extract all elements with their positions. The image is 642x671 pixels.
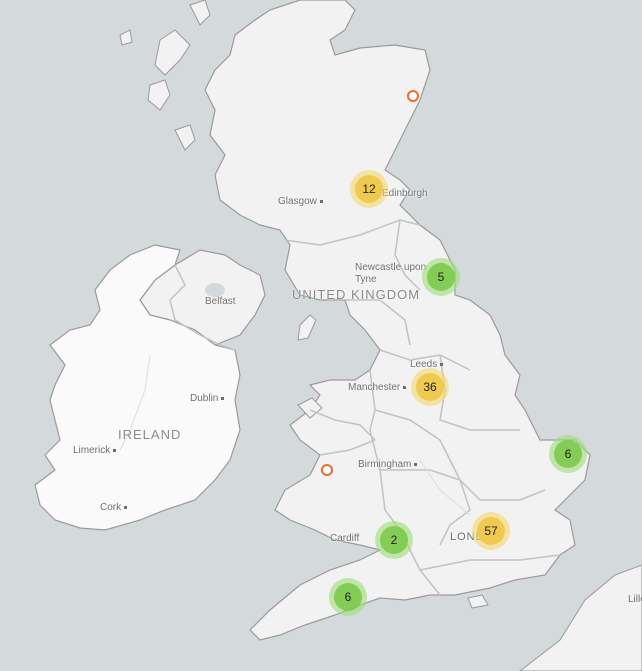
cluster-count: 12 xyxy=(355,175,383,203)
city-dot xyxy=(221,396,225,400)
cluster-marker-scotland[interactable]: 12 xyxy=(350,170,388,208)
point-marker-aberystwyth[interactable] xyxy=(321,464,333,476)
continent-landmass xyxy=(519,564,642,671)
country-label-ireland: IRELAND xyxy=(118,427,182,442)
great-britain-landmass xyxy=(204,0,591,641)
city-label-dublin-text: Dublin xyxy=(190,393,219,404)
city-label-manchester-text: Manchester xyxy=(348,382,401,393)
city-dot xyxy=(440,362,444,366)
city-label-leeds-text: Leeds xyxy=(410,359,438,370)
city-label-lille: Lille xyxy=(628,594,642,605)
cluster-marker-london[interactable]: 57 xyxy=(472,512,510,550)
cluster-marker-north-east[interactable]: 5 xyxy=(422,258,460,296)
scottish-islands xyxy=(119,0,211,151)
cluster-count: 6 xyxy=(334,583,362,611)
cluster-marker-east-anglia[interactable]: 6 xyxy=(549,435,587,473)
city-label-cork-text: Cork xyxy=(100,502,122,513)
city-dot xyxy=(319,199,323,203)
city-label-cork: Cork xyxy=(100,502,130,514)
city-dot xyxy=(414,462,418,466)
cluster-marker-yorkshire[interactable]: 36 xyxy=(411,368,449,406)
city-label-manchester: Manchester xyxy=(348,382,409,394)
city-label-cardiff: Cardiff xyxy=(330,533,360,544)
city-label-glasgow-text: Glasgow xyxy=(278,196,317,207)
city-dot xyxy=(124,505,128,509)
cluster-marker-wales-south[interactable]: 2 xyxy=(375,521,413,559)
city-label-glasgow: Glasgow xyxy=(278,196,326,208)
city-label-dublin: Dublin xyxy=(190,393,227,405)
city-label-leeds: Leeds xyxy=(410,359,446,371)
point-marker-aberdeen[interactable] xyxy=(407,90,419,102)
country-label-uk: UNITED KINGDOM xyxy=(292,287,421,302)
isle-of-man xyxy=(297,314,317,341)
city-label-limerick-text: Limerick xyxy=(73,445,111,456)
cluster-count: 6 xyxy=(554,440,582,468)
city-label-newcastle: Newcastle upon Tyne xyxy=(355,262,427,285)
cluster-count: 5 xyxy=(427,263,455,291)
cluster-count: 36 xyxy=(416,373,444,401)
ireland-landmass xyxy=(34,244,241,531)
city-dot xyxy=(403,385,407,389)
cluster-marker-south-west[interactable]: 6 xyxy=(329,578,367,616)
irish-border xyxy=(169,264,236,351)
city-label-birmingham-text: Birmingham xyxy=(358,459,412,470)
cluster-count: 57 xyxy=(477,517,505,545)
cluster-count: 2 xyxy=(380,526,408,554)
city-label-limerick: Limerick xyxy=(73,445,119,457)
city-label-birmingham: Birmingham xyxy=(358,459,420,471)
city-dot xyxy=(113,448,117,452)
city-label-edinburgh: Edinburgh xyxy=(382,188,428,199)
city-label-belfast: Belfast xyxy=(205,296,236,307)
